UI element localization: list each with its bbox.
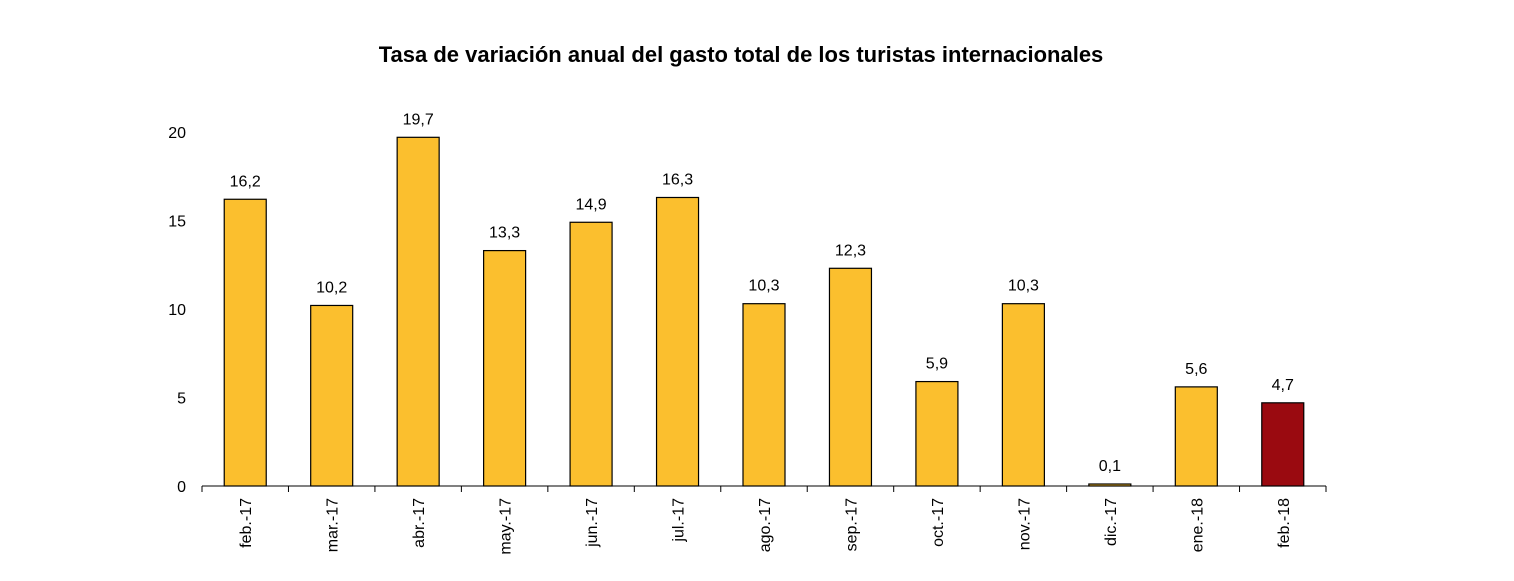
data-label: 16,2 [230,173,261,190]
category-label: dic.-17 [1103,498,1120,546]
category-label: jun.-17 [584,498,601,548]
y-axis: 0 5 10 15 20 [168,125,186,496]
data-label: 12,3 [835,242,866,259]
bar [1001,303,1045,487]
bar [915,380,959,487]
chart-title: Tasa de variación anual del gasto total … [378,42,1104,67]
bar [223,198,267,487]
category-label: abr.-17 [411,498,428,548]
data-label: 10,3 [1008,278,1039,295]
category-label: mar.-17 [325,498,342,552]
data-label: 10,3 [748,278,779,295]
category-label: ene.-18 [1189,498,1206,552]
bar [1174,386,1218,487]
bar [1261,402,1305,487]
bar [1088,483,1132,487]
bar [396,136,440,487]
data-label: 16,3 [662,171,693,188]
data-label: 5,6 [1185,361,1207,378]
bar [569,221,613,487]
x-axis [201,485,1327,492]
bars [223,136,1305,487]
category-label: feb.-17 [238,498,255,548]
bar [742,303,786,487]
category-label: nov.-17 [1016,498,1033,550]
data-label: 14,9 [576,196,607,213]
data-label: 10,2 [316,279,347,296]
category-labels: feb.-17 mar.-17 abr.-17 may.-17 jun.-17 jul.-… [238,498,1293,555]
category-label: may.-17 [498,498,515,555]
bar [828,267,873,487]
category-label: ago.-17 [757,498,774,552]
data-labels: 16,2 10,2 19,7 13,3 14,9 16,3 10,3 12,3 5,9 10,3 0… [230,111,1294,475]
category-label: jul.-17 [671,498,688,543]
y-tick-label: 20 [168,125,186,142]
data-label: 4,7 [1272,377,1294,394]
y-tick-label: 15 [168,214,186,231]
category-label: sep.-17 [843,498,860,551]
y-tick-label: 5 [177,391,186,408]
bar [310,304,354,487]
data-label: 19,7 [403,111,434,128]
bar [483,249,527,487]
y-tick-label: 0 [177,479,186,496]
data-label: 5,9 [926,356,948,373]
data-label: 0,1 [1099,458,1121,475]
category-label: feb.-18 [1276,498,1293,548]
category-label: oct.-17 [930,498,947,547]
y-tick-label: 10 [168,302,186,319]
data-label: 13,3 [489,225,520,242]
bar [655,196,700,487]
